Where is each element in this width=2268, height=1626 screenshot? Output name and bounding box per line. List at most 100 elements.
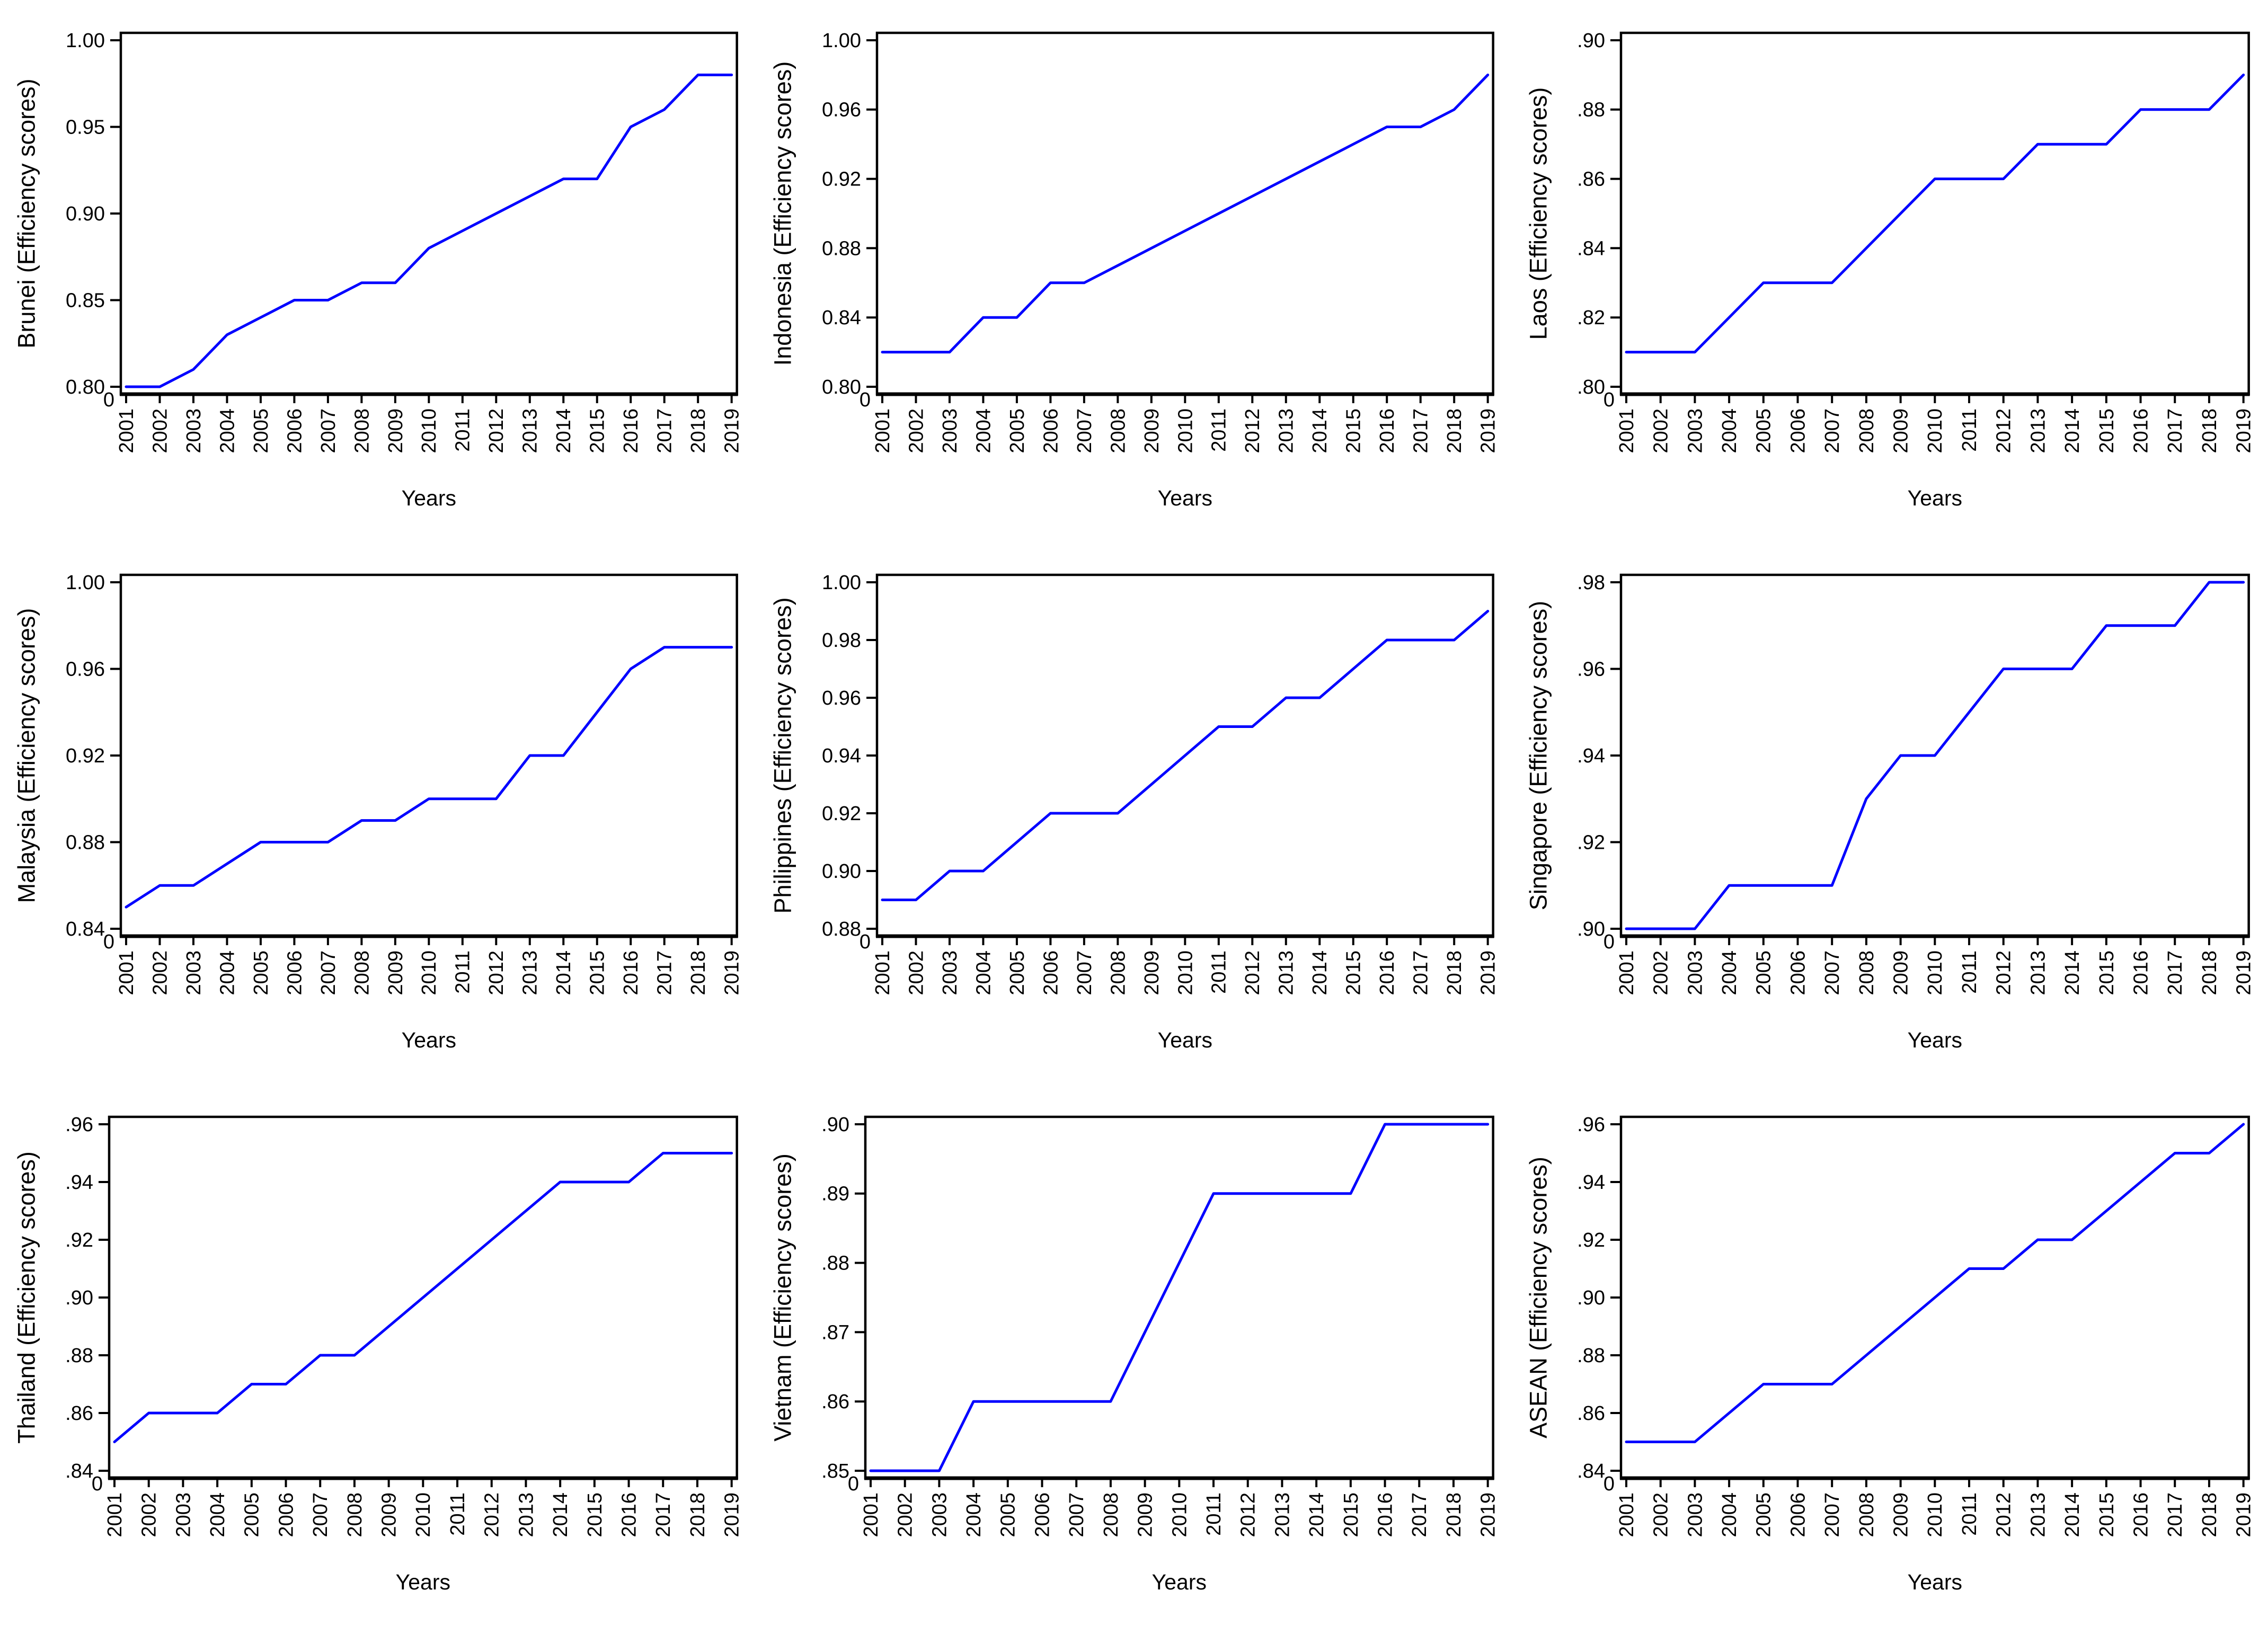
plot-border — [864, 1115, 1494, 1480]
y-tick-label: 1.00 — [822, 30, 861, 52]
x-tick-label: 2015 — [2096, 1492, 2118, 1538]
y-tick-label: 0.96 — [822, 99, 861, 121]
x-tick-label: 2007 — [1066, 1492, 1088, 1538]
x-tick-label: 2003 — [1685, 1492, 1707, 1538]
x-tick-label: 2017 — [1408, 1492, 1431, 1538]
x-tick-label: 2011 — [1959, 950, 1981, 994]
x-tick-label: 2002 — [905, 408, 927, 454]
x-tick-label: 2005 — [1006, 950, 1029, 996]
x-tick-label: 2005 — [997, 1492, 1019, 1538]
x-tick-label: 2006 — [1040, 408, 1062, 454]
x-tick-label: 2015 — [1342, 408, 1365, 454]
x-tick-label: 2001 — [104, 1492, 126, 1538]
x-axis-label: Years — [1908, 486, 1962, 510]
y-tick-label: .88 — [65, 1345, 93, 1367]
x-tick-label: 2002 — [905, 950, 927, 996]
asean-plot: .84 .86 .88 .90 .92 .94 .96 2001 2002 2003 2004 200… — [1525, 1114, 2255, 1594]
x-tick-label: 2008 — [1107, 408, 1129, 454]
y-tick-label: 0.84 — [66, 918, 105, 940]
series-line — [1625, 1123, 2245, 1443]
chart-thailand: .84 .86 .88 .90 .92 .94 .96 2001 2002 2003 2004 200… — [0, 1084, 756, 1626]
x-tick-label: 2007 — [317, 408, 340, 454]
y-tick-label: 0.95 — [66, 116, 105, 138]
series-line — [881, 73, 1489, 354]
origin-label: 0 — [848, 1473, 859, 1495]
y-tick-label: .86 — [65, 1402, 93, 1425]
x-tick-label: 2011 — [452, 950, 474, 994]
x-tick-label: 2012 — [1993, 950, 2015, 996]
y-tick-label: 0.84 — [822, 307, 861, 329]
x-tick-label: 2014 — [1309, 950, 1331, 996]
x-tick-label: 2015 — [2096, 408, 2118, 454]
x-tick-label: 2003 — [1685, 408, 1707, 454]
x-tick-label: 2016 — [620, 408, 642, 454]
y-tick-label: 0.85 — [66, 289, 105, 312]
x-axis-label: Years — [396, 1570, 450, 1594]
x-tick-label: 2016 — [620, 950, 642, 996]
x-tick-label: 2008 — [1856, 408, 1878, 454]
y-tick-label: .80 — [1578, 376, 1606, 398]
x-tick-label: 2014 — [2061, 950, 2084, 996]
y-tick-label: .98 — [1578, 572, 1606, 594]
x-axis-label: Years — [1908, 1570, 1962, 1594]
y-tick-label: 0.96 — [66, 658, 105, 680]
y-tick-label: 0.94 — [822, 745, 861, 767]
x-tick-label: 2007 — [1073, 950, 1095, 996]
x-tick-label: 2016 — [2130, 408, 2152, 454]
x-tick-label: 2009 — [1134, 1492, 1156, 1538]
x-tick-label: 2007 — [1821, 950, 1844, 996]
y-tick-label: .88 — [821, 1252, 849, 1275]
x-tick-label: 2013 — [519, 408, 542, 454]
x-tick-label: 2014 — [550, 1492, 572, 1538]
y-tick-label: .86 — [1578, 168, 1606, 191]
x-tick-label: 2013 — [2027, 950, 2050, 996]
x-tick-label: 2019 — [721, 408, 743, 454]
singapore-plot: .90 .92 .94 .96 .98 2001 2002 2003 2004 2005 2006 2… — [1525, 572, 2255, 1052]
x-tick-label: 2014 — [2061, 1492, 2084, 1538]
series-line — [125, 646, 733, 909]
x-tick-label: 2012 — [1993, 408, 2015, 454]
x-tick-label: 2015 — [2096, 950, 2118, 996]
x-tick-label: 2007 — [309, 1492, 332, 1538]
x-tick-label: 2001 — [1616, 408, 1638, 454]
x-tick-label: 2005 — [250, 950, 272, 996]
x-tick-label: 2013 — [519, 950, 542, 996]
x-tick-label: 2014 — [553, 950, 575, 996]
y-tick-label: .90 — [821, 1114, 849, 1136]
y-tick-label: .92 — [65, 1229, 93, 1251]
x-tick-label: 2017 — [654, 408, 676, 454]
x-tick-label: 2009 — [378, 1492, 401, 1538]
x-tick-label: 2004 — [963, 1492, 985, 1538]
x-tick-label: 2011 — [1203, 1492, 1225, 1536]
x-tick-label: 2009 — [1140, 950, 1163, 996]
x-tick-label: 2010 — [1174, 408, 1197, 454]
x-tick-label: 2016 — [2130, 1492, 2152, 1538]
x-tick-label: 2003 — [1685, 950, 1707, 996]
y-tick-label: 0.92 — [66, 745, 105, 767]
x-tick-label: 2005 — [1753, 408, 1775, 454]
x-tick-label: 2004 — [972, 408, 995, 454]
x-tick-label: 2009 — [1890, 408, 1912, 454]
x-tick-label: 2001 — [860, 1492, 882, 1538]
x-axis-label: Years — [1151, 1570, 1206, 1594]
y-axis-label: Singapore (Efficiency scores) — [1525, 601, 1552, 910]
x-tick-label: 2006 — [1787, 408, 1810, 454]
x-tick-label: 2017 — [2164, 408, 2186, 454]
x-tick-label: 2013 — [1275, 950, 1297, 996]
x-axis-label: Years — [1908, 1028, 1962, 1052]
x-tick-label: 2011 — [1959, 1492, 1981, 1536]
origin-label: 0 — [860, 389, 871, 411]
x-tick-label: 2013 — [2027, 408, 2050, 454]
x-tick-label: 2004 — [1718, 408, 1741, 454]
x-tick-label: 2008 — [351, 950, 373, 996]
y-axis-label: Vietnam (Efficiency scores) — [769, 1153, 796, 1442]
y-tick-label: .90 — [1578, 918, 1606, 940]
y-tick-label: 0.88 — [822, 918, 861, 940]
x-tick-label: 2017 — [652, 1492, 675, 1538]
chart-laos: .80 .82 .84 .86 .88 .90 2001 2002 2003 2004 2005 20… — [1512, 0, 2268, 542]
y-tick-label: 0.88 — [66, 831, 105, 854]
x-tick-label: 2019 — [2233, 950, 2255, 996]
x-tick-label: 2006 — [1040, 950, 1062, 996]
x-tick-label: 2008 — [1100, 1492, 1122, 1538]
x-tick-label: 2011 — [1208, 950, 1230, 994]
